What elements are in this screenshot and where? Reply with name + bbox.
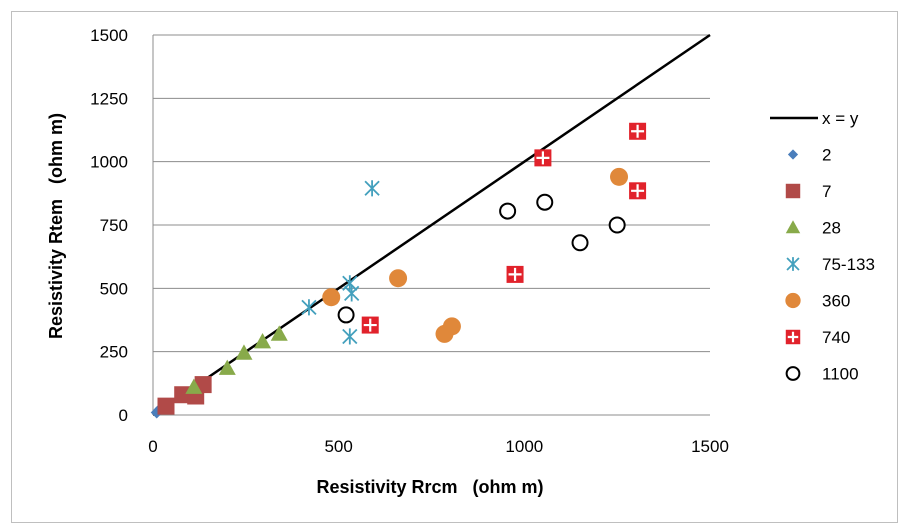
data-point xyxy=(322,288,341,307)
data-point xyxy=(157,397,175,415)
legend-marker xyxy=(785,366,801,381)
legend-label: 7 xyxy=(822,182,831,201)
data-point xyxy=(629,122,647,140)
x-tick-label: 1500 xyxy=(691,437,729,456)
legend-label: 28 xyxy=(822,219,841,238)
data-point xyxy=(270,325,288,341)
legend-label: 1100 xyxy=(822,365,859,384)
data-point xyxy=(185,378,203,394)
y-tick-label: 1000 xyxy=(90,153,128,172)
chart-border xyxy=(11,11,898,523)
data-point xyxy=(337,306,355,324)
data-point xyxy=(610,167,629,186)
data-point xyxy=(364,180,380,197)
data-point xyxy=(344,285,360,302)
x-axis-title: Resistivity Rrcm (ohm m) xyxy=(316,477,543,497)
data-point xyxy=(629,182,647,200)
legend-label: 740 xyxy=(822,328,850,347)
data-point xyxy=(174,386,192,404)
data-point xyxy=(536,193,554,211)
data-point xyxy=(301,299,317,316)
series-75-133 xyxy=(301,180,380,345)
legend-label: 360 xyxy=(822,292,850,311)
data-point xyxy=(499,202,517,220)
y-axis-title: Resistivity Rtem (ohm m) xyxy=(46,113,66,339)
legend-marker xyxy=(785,292,801,309)
legend-marker xyxy=(787,149,799,160)
data-point xyxy=(235,344,253,360)
y-tick-label: 0 xyxy=(119,406,128,425)
legend-label: 75-133 xyxy=(822,255,875,274)
y-tick-label: 500 xyxy=(100,279,128,298)
y-tick-label: 750 xyxy=(100,216,128,235)
legend-marker xyxy=(785,329,801,345)
data-point xyxy=(608,216,626,234)
data-point xyxy=(218,359,236,375)
series-740 xyxy=(361,122,647,334)
x-tick-label: 0 xyxy=(148,437,157,456)
data-point xyxy=(571,234,589,252)
data-series xyxy=(150,33,711,419)
legend-marker xyxy=(786,257,800,271)
data-point xyxy=(342,328,358,345)
legend-marker xyxy=(785,220,801,234)
legend-marker xyxy=(785,183,801,199)
x-tick-label: 1000 xyxy=(505,437,543,456)
axes: 0 250 500 750 1000 1250 1500 0 500 1000 1500 xyxy=(90,26,729,456)
data-point xyxy=(254,333,272,349)
data-point xyxy=(506,265,524,283)
legend-label: x = y xyxy=(822,109,859,128)
legend-label: 2 xyxy=(822,146,831,165)
series-1100 xyxy=(337,193,626,324)
data-point xyxy=(389,269,408,288)
data-point xyxy=(442,317,461,336)
data-point xyxy=(361,316,379,334)
series-360 xyxy=(322,167,629,343)
legend: x = y 2 7 28 75-133 360 740 1100 xyxy=(770,109,875,384)
y-tick-label: 250 xyxy=(100,343,128,362)
y-tick-label: 1250 xyxy=(90,89,128,108)
data-point xyxy=(534,149,552,167)
y-tick-label: 1500 xyxy=(90,26,128,45)
x-tick-label: 500 xyxy=(324,437,352,456)
series-28 xyxy=(185,325,288,394)
